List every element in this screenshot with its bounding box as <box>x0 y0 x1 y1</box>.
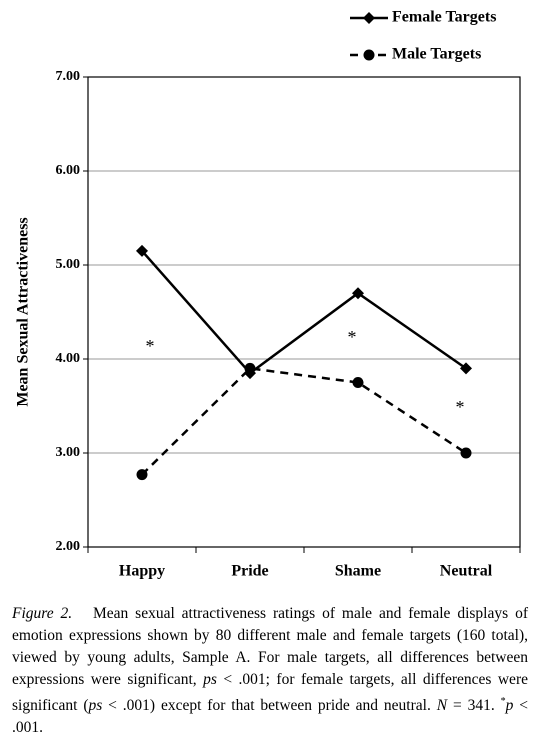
legend-label: Female Targets <box>392 9 496 26</box>
caption-text: * <box>500 696 506 707</box>
legend-marker <box>363 49 375 61</box>
caption-text: Mean sexual attractiveness ratings of ma… <box>12 605 532 688</box>
data-point <box>352 377 364 388</box>
series-line <box>141 250 467 375</box>
legend-marker <box>363 12 375 24</box>
y-tick-label: 5.00 <box>56 257 81 272</box>
annotation: * <box>456 397 465 417</box>
y-tick-label: 3.00 <box>56 445 81 460</box>
data-point <box>136 469 148 481</box>
caption-text: N <box>436 697 448 715</box>
annotation: * <box>146 336 155 356</box>
y-tick-label: 6.00 <box>56 163 81 178</box>
caption-text: < .001; for female targets, all differen… <box>12 671 532 715</box>
legend-label: Male Targets <box>392 46 481 63</box>
chart: Mean Sexual Attractiveness 2.00 3.00 4.00 5… <box>15 9 521 580</box>
annotation: * <box>348 327 357 347</box>
series-line <box>141 367 467 476</box>
caption-text: p <box>505 697 514 715</box>
caption-text: ps <box>88 697 103 715</box>
caption-text: ps <box>203 671 217 688</box>
data-point <box>352 287 364 300</box>
y-tick-label: 7.00 <box>56 69 81 84</box>
data-point <box>460 447 472 459</box>
caption-text: < .001. <box>12 697 532 737</box>
plot-frame <box>87 76 521 548</box>
caption-text: Figure 2. <box>12 605 73 622</box>
data-point <box>244 362 256 374</box>
data-point <box>460 362 472 375</box>
x-tick-label: Pride <box>231 563 268 580</box>
x-tick-label: Happy <box>119 563 165 580</box>
caption-text: = 341. <box>447 697 501 715</box>
caption-text: < .001) except for that between pride an… <box>102 697 437 715</box>
caption: Figure 2. Mean sexual attractiveness rat… <box>12 603 528 739</box>
x-tick-label: Neutral <box>440 563 493 580</box>
y-tick-label: 2.00 <box>56 539 81 554</box>
x-tick-label: Shame <box>335 563 381 580</box>
y-axis-label: Mean Sexual Attractiveness <box>15 217 32 406</box>
y-tick-label: 4.00 <box>56 351 81 366</box>
data-point <box>136 244 148 257</box>
